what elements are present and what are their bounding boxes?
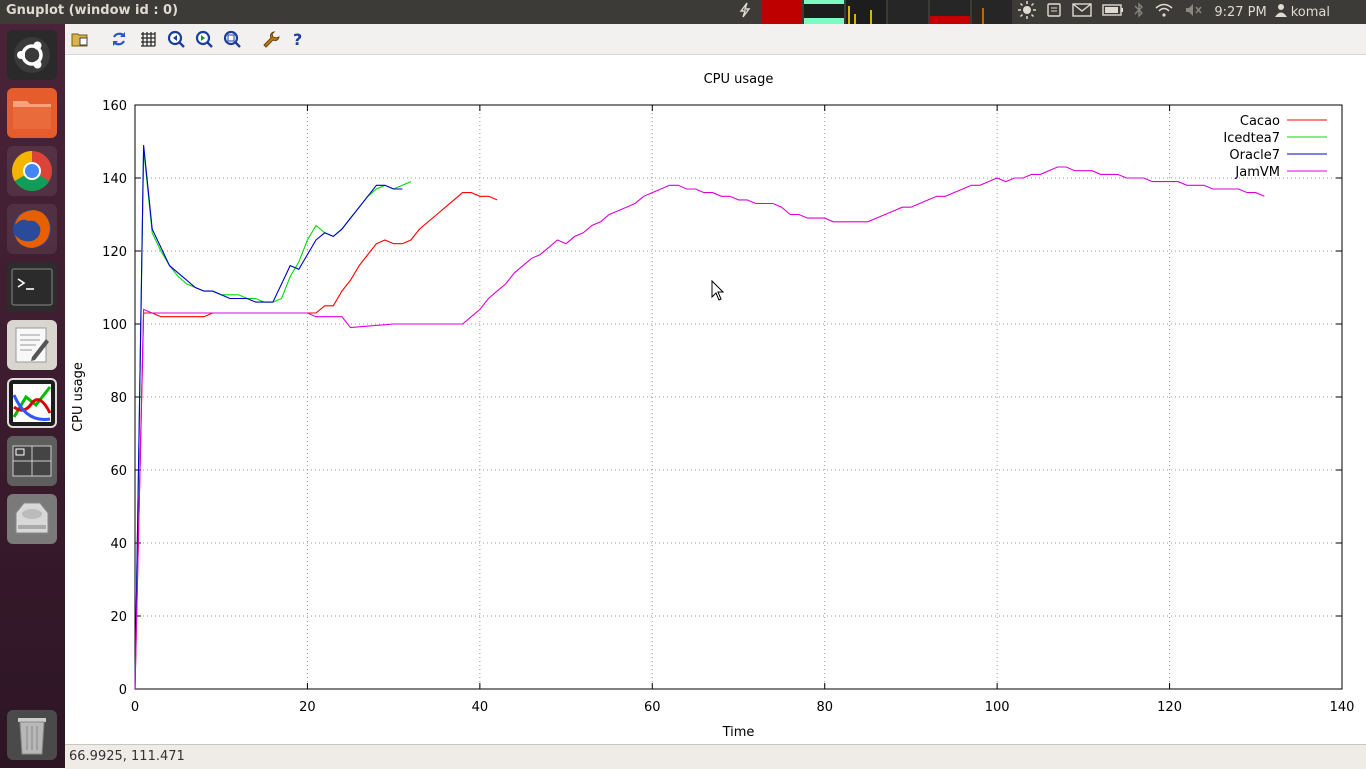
- workspace-switcher-icon: [12, 445, 52, 477]
- top-panel: Gnuplot (window id : 0): [0, 0, 1366, 24]
- clipboard-icon[interactable]: [1046, 2, 1062, 22]
- gnuplot-icon: [12, 384, 52, 422]
- workspace-switcher-launcher-item[interactable]: [7, 436, 57, 486]
- zoom-previous-icon: [167, 30, 185, 48]
- series-line-jamvm: [134, 166, 1265, 690]
- toolbar: ?: [65, 24, 1366, 55]
- zoom-next-button[interactable]: [194, 29, 214, 49]
- x-tick-label: 0: [131, 700, 139, 715]
- autoscale-button[interactable]: [222, 29, 242, 49]
- firefox-icon: [13, 210, 51, 248]
- chart-title: CPU usage: [704, 72, 774, 87]
- launcher: [0, 24, 65, 768]
- settings-button[interactable]: [261, 29, 281, 49]
- user-icon[interactable]: [1274, 3, 1287, 21]
- svg-text:?: ?: [293, 30, 302, 48]
- plot-border: [134, 104, 1343, 690]
- files-launcher-item[interactable]: [7, 88, 57, 138]
- brightness-icon[interactable]: [1018, 1, 1037, 23]
- legend-label: JamVM: [1234, 165, 1280, 180]
- power-icon[interactable]: [738, 2, 752, 22]
- help-icon: ?: [293, 30, 302, 48]
- firefox-launcher-item[interactable]: [7, 204, 57, 254]
- x-tick-label: 60: [644, 700, 661, 715]
- legend-label: Icedtea7: [1223, 131, 1280, 146]
- trash-launcher-item[interactable]: [7, 710, 57, 760]
- gnuplot-launcher-item[interactable]: [7, 378, 57, 428]
- y-tick-label: 60: [110, 464, 127, 479]
- window-title: Gnuplot (window id : 0): [6, 3, 179, 18]
- status-bar: 66.9925, 111.471: [65, 744, 1366, 769]
- help-button[interactable]: ?: [289, 29, 309, 49]
- folder-icon: [13, 101, 51, 129]
- x-tick-label: 100: [985, 700, 1010, 715]
- volume-muted-icon[interactable]: [1184, 2, 1204, 22]
- legend-label: Oracle7: [1229, 148, 1280, 163]
- x-tick-label: 20: [299, 700, 316, 715]
- battery-icon[interactable]: [1102, 4, 1124, 20]
- trash-icon: [18, 718, 46, 755]
- chrome-icon: [12, 151, 52, 191]
- y-tick-label: 100: [102, 318, 127, 333]
- wrench-icon: [263, 31, 280, 48]
- x-tick-label: 120: [1157, 700, 1182, 715]
- series-line-cacao: [134, 192, 498, 690]
- series-line-icedtea7: [134, 148, 412, 690]
- replot-button[interactable]: [109, 29, 129, 49]
- clock[interactable]: 9:27 PM: [1214, 4, 1267, 20]
- refresh-icon: [113, 32, 125, 46]
- legend-label: Cacao: [1240, 114, 1280, 129]
- bluetooth-icon[interactable]: [1134, 2, 1144, 22]
- wifi-icon[interactable]: [1154, 2, 1174, 22]
- y-tick-label: 120: [102, 245, 127, 260]
- y-tick-label: 20: [110, 610, 127, 625]
- y-tick-label: 40: [110, 537, 127, 552]
- grid-toggle-button[interactable]: [138, 29, 158, 49]
- user-name[interactable]: komal: [1290, 4, 1330, 20]
- system-tray: 9:27 PM komal: [738, 0, 1366, 24]
- zoom-next-icon: [195, 30, 213, 48]
- terminal-icon: [11, 268, 53, 306]
- text-editor-icon: [15, 327, 49, 363]
- y-tick-label: 80: [110, 391, 127, 406]
- x-tick-label: 40: [472, 700, 489, 715]
- x-tick-label: 80: [816, 700, 833, 715]
- grid-icon: [141, 32, 156, 47]
- export-button[interactable]: [70, 29, 90, 49]
- series-line-oracle7: [134, 145, 403, 690]
- y-tick-label: 0: [119, 683, 127, 698]
- text-editor-launcher-item[interactable]: [7, 320, 57, 370]
- terminal-launcher-item[interactable]: [7, 262, 57, 312]
- export-icon: [71, 33, 88, 47]
- system-load-indicator[interactable]: [762, 0, 1014, 24]
- y-tick-label: 160: [102, 99, 127, 114]
- autoscale-icon: [223, 30, 241, 48]
- y-tick-label: 140: [102, 172, 127, 187]
- x-axis-label: Time: [722, 725, 755, 740]
- zoom-previous-button[interactable]: [166, 29, 186, 49]
- hard-drive-icon: [15, 502, 49, 534]
- mouse-cursor-icon: [711, 280, 725, 301]
- plot-canvas[interactable]: 0 20 40 60 80 100 120 140 0 20 40 60 80 100 120 140 160 C…: [65, 54, 1366, 744]
- mail-icon[interactable]: [1072, 3, 1093, 21]
- cursor-coordinates: 66.9925, 111.471: [69, 749, 185, 764]
- drive-launcher-item[interactable]: [7, 494, 57, 544]
- y-axis-label: CPU usage: [71, 362, 86, 432]
- ubuntu-logo-icon: [14, 37, 50, 73]
- gnuplot-window: ? 0 20 40 60 80 100 120 140 0 20 40 60 80 100 120 140 16…: [65, 24, 1366, 769]
- dash-button[interactable]: [7, 30, 57, 80]
- x-tick-label: 140: [1330, 700, 1355, 715]
- chrome-launcher-item[interactable]: [7, 146, 57, 196]
